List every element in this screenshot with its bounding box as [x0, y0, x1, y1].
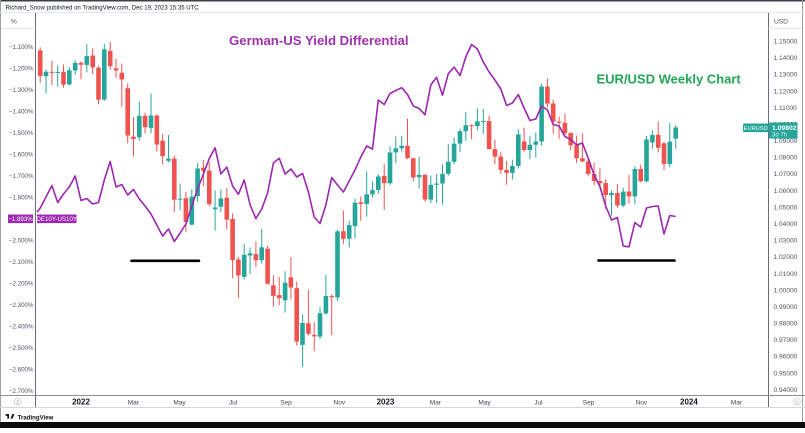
svg-text:0.96000: 0.96000 [774, 354, 798, 361]
svg-text:−1.500%: −1.500% [9, 130, 34, 137]
svg-text:1.11000: 1.11000 [774, 105, 798, 112]
svg-text:−1.300%: −1.300% [9, 87, 34, 94]
svg-text:−2.200%: −2.200% [9, 281, 34, 288]
svg-text:1.15000: 1.15000 [774, 39, 798, 46]
svg-text:1.06000: 1.06000 [774, 188, 798, 195]
svg-text:0.99000: 0.99000 [774, 304, 798, 311]
svg-text:−2.300%: −2.300% [9, 302, 34, 309]
svg-text:−1.700%: −1.700% [9, 173, 34, 180]
svg-text:Sep: Sep [583, 400, 595, 407]
svg-text:EURUSD: EURUSD [744, 126, 768, 132]
svg-text:−2.100%: −2.100% [9, 259, 34, 266]
svg-text:Nov: Nov [334, 400, 346, 407]
svg-text:Jul: Jul [229, 400, 238, 407]
svg-text:EUR/USD Weekly Chart: EUR/USD Weekly Chart [597, 72, 742, 87]
svg-text:0.98000: 0.98000 [774, 321, 798, 328]
svg-text:−1.200%: −1.200% [9, 66, 34, 73]
svg-text:3d 7h: 3d 7h [772, 132, 787, 138]
svg-text:1.04000: 1.04000 [774, 221, 798, 228]
svg-text:TradingView: TradingView [18, 415, 54, 422]
svg-text:−2.700%: −2.700% [9, 388, 34, 395]
svg-text:Sep: Sep [280, 400, 292, 407]
svg-text:Mar: Mar [128, 400, 140, 407]
svg-text:USD: USD [774, 19, 788, 26]
svg-text:−2.500%: −2.500% [9, 345, 34, 352]
svg-text:Mar: Mar [430, 400, 442, 407]
svg-text:1.09000: 1.09000 [774, 138, 798, 145]
svg-text:Mar: Mar [731, 400, 743, 407]
svg-text:0.94000: 0.94000 [774, 387, 798, 394]
svg-text:Jul: Jul [534, 400, 543, 407]
svg-text:−1.800%: −1.800% [9, 195, 34, 202]
svg-text:1.12000: 1.12000 [774, 88, 798, 95]
svg-text:2023: 2023 [377, 398, 395, 407]
svg-text:1.01000: 1.01000 [774, 271, 798, 278]
svg-text:Richard_Snow published on Trad: Richard_Snow published on TradingView.co… [6, 5, 200, 11]
svg-text:−1.100%: −1.100% [9, 44, 34, 51]
svg-text:−2.600%: −2.600% [9, 367, 34, 374]
svg-text:1.07000: 1.07000 [774, 171, 798, 178]
svg-text:Z: Z [16, 400, 19, 406]
svg-text:German-US Yield Differential: German-US Yield Differential [229, 33, 409, 48]
svg-text:−1.893%: −1.893% [8, 216, 33, 223]
svg-text:Nov: Nov [636, 400, 648, 407]
svg-text:−2.400%: −2.400% [9, 324, 34, 331]
svg-text:%: % [11, 19, 17, 26]
svg-text:1.14000: 1.14000 [774, 55, 798, 62]
svg-text:1.00000: 1.00000 [774, 287, 798, 294]
svg-text:1.02000: 1.02000 [774, 254, 798, 261]
svg-text:1.05000: 1.05000 [774, 204, 798, 211]
svg-text:−1.400%: −1.400% [9, 109, 34, 116]
svg-text:May: May [173, 400, 186, 407]
svg-text:A: A [795, 400, 799, 406]
svg-text:1.13000: 1.13000 [774, 72, 798, 79]
svg-text:May: May [478, 400, 491, 407]
svg-text:2024: 2024 [680, 398, 698, 407]
svg-text:−2.000%: −2.000% [9, 238, 34, 245]
svg-text:1.03000: 1.03000 [774, 238, 798, 245]
svg-text:0.95000: 0.95000 [774, 370, 798, 377]
svg-text:2022: 2022 [72, 398, 90, 407]
svg-text:0.97000: 0.97000 [774, 337, 798, 344]
svg-text:−1.600%: −1.600% [9, 152, 34, 159]
svg-text:1.09802: 1.09802 [772, 125, 797, 132]
svg-text:DE10Y-US10Y: DE10Y-US10Y [36, 216, 77, 223]
svg-text:1.08000: 1.08000 [774, 155, 798, 162]
